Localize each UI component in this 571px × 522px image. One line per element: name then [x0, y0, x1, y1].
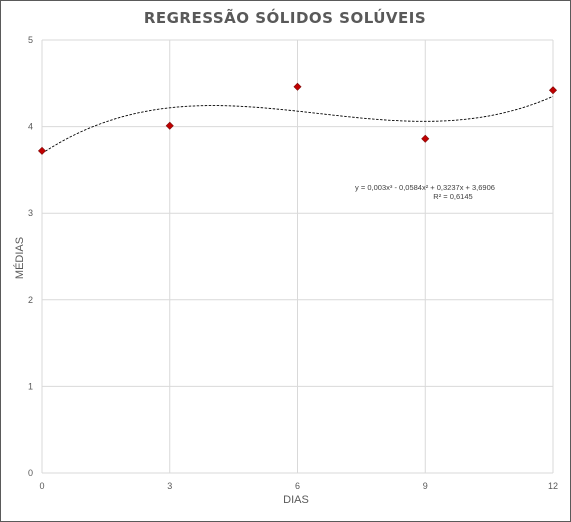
x-axis-label: DIAS [283, 494, 309, 506]
y-tick-label: 3 [28, 208, 33, 218]
y-tick-label: 2 [28, 295, 33, 305]
x-tick-label: 6 [295, 481, 300, 491]
data-point [166, 122, 173, 129]
x-tick-labels: 0 3 6 9 12 [39, 481, 558, 491]
y-tick-labels: 0 1 2 3 4 5 [28, 35, 33, 478]
y-axis-label: MÉDIAS [13, 237, 26, 279]
data-point [422, 135, 429, 142]
y-tick-label: 0 [28, 468, 33, 478]
trendline-r-squared: R² = 0,6145 [433, 192, 472, 201]
data-point [38, 147, 45, 154]
y-tick-label: 1 [28, 381, 33, 391]
chart-title: REGRESSÃO SÓLIDOS SOLÚVEIS [144, 8, 426, 27]
y-tick-label: 5 [28, 35, 33, 45]
x-tick-label: 3 [167, 481, 172, 491]
x-tick-label: 9 [423, 481, 428, 491]
y-tick-label: 4 [28, 122, 33, 132]
x-tick-label: 12 [548, 481, 558, 491]
data-point [294, 83, 301, 90]
trendline-equation: y = 0,003x³ - 0,0584x² + 0,3237x + 3,690… [355, 183, 495, 192]
grid [42, 40, 553, 473]
x-tick-label: 0 [39, 481, 44, 491]
data-point [549, 87, 556, 94]
